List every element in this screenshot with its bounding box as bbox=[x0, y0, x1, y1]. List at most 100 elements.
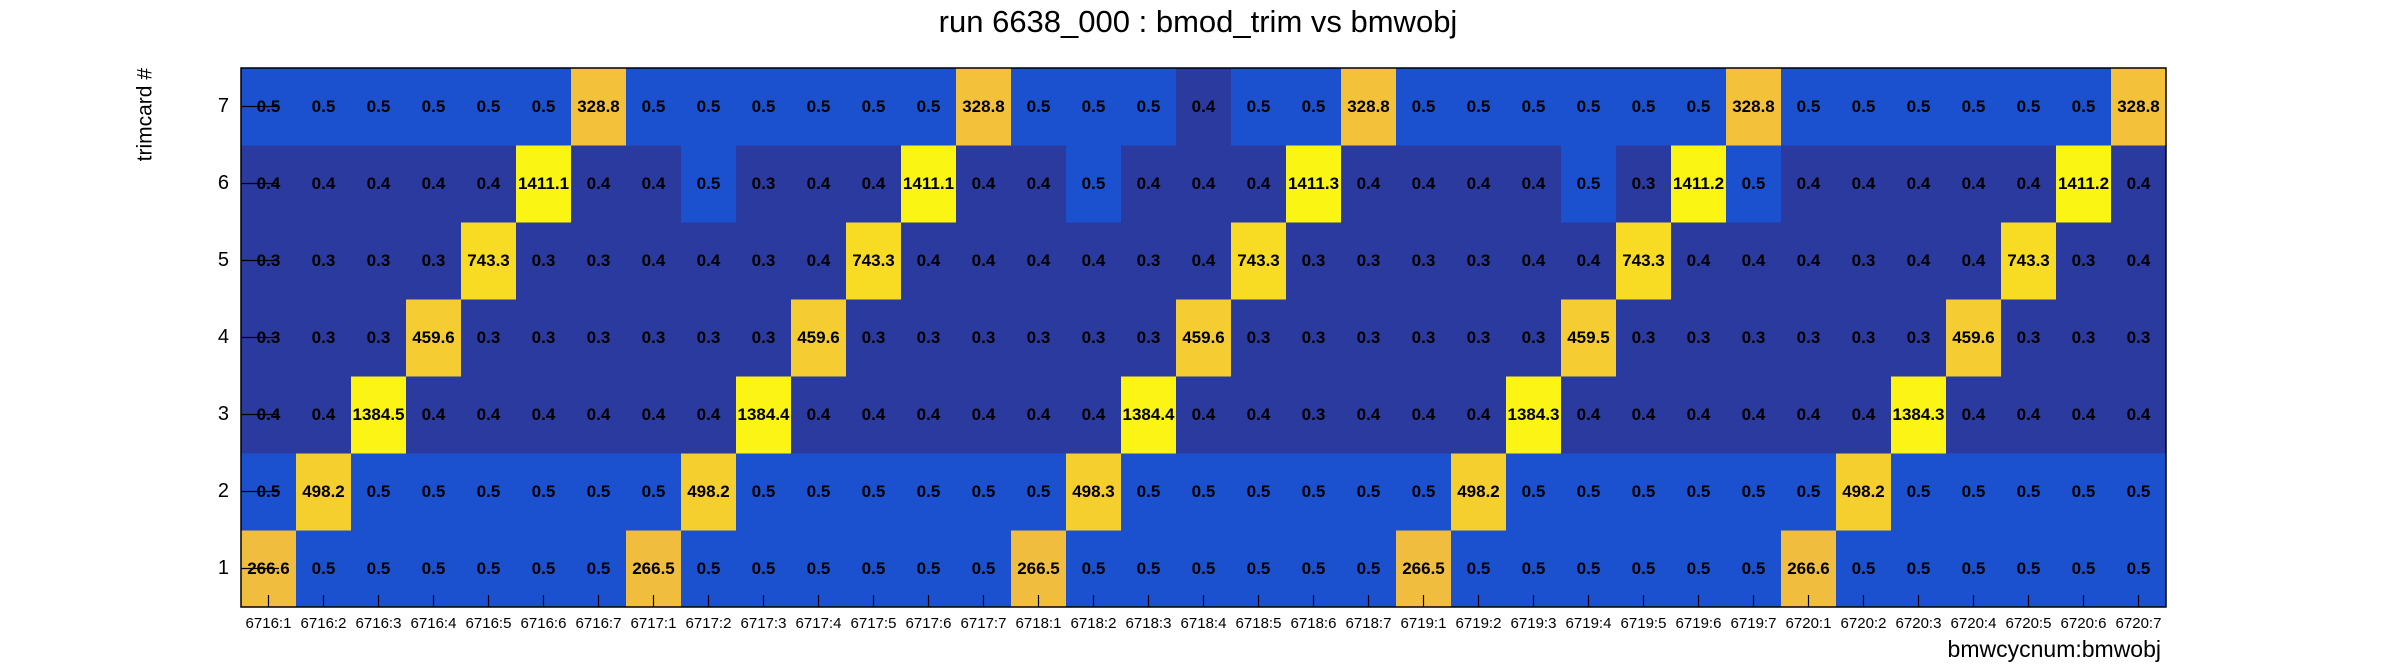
cell-label: 0.5 bbox=[1027, 97, 1051, 116]
cell bbox=[1396, 222, 1452, 300]
cell-label: 0.4 bbox=[422, 405, 446, 424]
cell bbox=[846, 68, 902, 146]
cell-label: 1384.5 bbox=[353, 405, 405, 424]
cell-label: 0.4 bbox=[1357, 174, 1381, 193]
cell bbox=[1946, 222, 2002, 300]
x-tick-label: 6720:2 bbox=[1841, 615, 1887, 632]
cell bbox=[791, 453, 847, 531]
cell bbox=[2001, 222, 2057, 300]
cell bbox=[461, 453, 517, 531]
cell-label: 328.8 bbox=[962, 97, 1005, 116]
x-tick-label: 6719:2 bbox=[1456, 615, 1502, 632]
cell-label: 0.4 bbox=[2127, 405, 2151, 424]
cell-label: 0.3 bbox=[917, 328, 941, 347]
cell bbox=[681, 68, 737, 146]
cell bbox=[1121, 68, 1177, 146]
cell bbox=[1891, 299, 1947, 377]
cell-label: 0.5 bbox=[1357, 482, 1381, 501]
cell-label: 0.4 bbox=[807, 405, 831, 424]
cell-label: 328.8 bbox=[2117, 97, 2160, 116]
cell-label: 0.4 bbox=[1357, 405, 1381, 424]
y-tick-label: 7 bbox=[218, 95, 229, 117]
cell-label: 0.5 bbox=[2017, 559, 2041, 578]
x-tick-label: 6717:1 bbox=[631, 615, 677, 632]
cell-label: 0.3 bbox=[1357, 251, 1381, 270]
cell-label: 0.5 bbox=[1687, 559, 1711, 578]
cell bbox=[1286, 68, 1342, 146]
cell-label: 0.5 bbox=[807, 482, 831, 501]
cell-label: 0.3 bbox=[1467, 251, 1491, 270]
cell-label: 0.5 bbox=[367, 482, 391, 501]
cell bbox=[406, 299, 462, 377]
cell bbox=[516, 222, 572, 300]
x-tick-label: 6718:3 bbox=[1126, 615, 1172, 632]
cell-label: 0.3 bbox=[1302, 405, 1326, 424]
cell bbox=[681, 222, 737, 300]
cell bbox=[1781, 376, 1837, 454]
cell-label: 0.5 bbox=[642, 97, 666, 116]
cell bbox=[2111, 376, 2167, 454]
cell bbox=[2056, 145, 2112, 223]
cell-label: 0.5 bbox=[2127, 482, 2151, 501]
cell bbox=[1451, 145, 1507, 223]
cell bbox=[736, 530, 792, 608]
cell-label: 0.5 bbox=[1632, 97, 1656, 116]
cell bbox=[626, 145, 682, 223]
cell bbox=[1726, 222, 1782, 300]
cell bbox=[1066, 222, 1122, 300]
cell bbox=[1396, 453, 1452, 531]
cell-label: 0.5 bbox=[1137, 559, 1161, 578]
cell-label: 0.5 bbox=[1852, 97, 1876, 116]
cell-label: 0.5 bbox=[477, 97, 501, 116]
cell bbox=[736, 376, 792, 454]
cell-label: 498.3 bbox=[1072, 482, 1115, 501]
cell bbox=[1671, 376, 1727, 454]
cell-label: 0.3 bbox=[1522, 328, 1546, 347]
cell-label: 0.3 bbox=[312, 251, 336, 270]
cell bbox=[956, 145, 1012, 223]
cell-label: 498.2 bbox=[687, 482, 730, 501]
cell-label: 0.5 bbox=[862, 482, 886, 501]
cell bbox=[1231, 299, 1287, 377]
x-tick-label: 6717:4 bbox=[796, 615, 842, 632]
cell bbox=[1451, 453, 1507, 531]
x-tick-label: 6720:7 bbox=[2116, 615, 2162, 632]
cell bbox=[846, 299, 902, 377]
cell bbox=[406, 68, 462, 146]
cell bbox=[901, 376, 957, 454]
chart-title: run 6638_000 : bmod_trim vs bmwobj bbox=[939, 4, 1458, 39]
x-tick-label: 6716:5 bbox=[466, 615, 512, 632]
x-tick-label: 6717:3 bbox=[741, 615, 787, 632]
cell bbox=[1561, 376, 1617, 454]
cell-label: 0.5 bbox=[642, 482, 666, 501]
cell-label: 0.5 bbox=[1797, 482, 1821, 501]
cell-label: 0.4 bbox=[807, 251, 831, 270]
cell-label: 0.3 bbox=[587, 251, 611, 270]
cell bbox=[1011, 68, 1067, 146]
cell bbox=[1561, 453, 1617, 531]
cell bbox=[791, 222, 847, 300]
x-tick-label: 6717:5 bbox=[851, 615, 897, 632]
cell-label: 0.4 bbox=[367, 174, 391, 193]
cell-label: 0.5 bbox=[752, 97, 776, 116]
cell bbox=[1451, 376, 1507, 454]
cell-label: 0.5 bbox=[1192, 482, 1216, 501]
cell bbox=[516, 299, 572, 377]
cell bbox=[846, 222, 902, 300]
cell bbox=[1231, 222, 1287, 300]
cell-label: 0.4 bbox=[2072, 405, 2096, 424]
cell-label: 0.5 bbox=[697, 97, 721, 116]
cell-label: 0.5 bbox=[972, 482, 996, 501]
cell bbox=[1836, 145, 1892, 223]
cell-label: 0.4 bbox=[1797, 251, 1821, 270]
cell bbox=[901, 145, 957, 223]
cell-label: 0.5 bbox=[1302, 559, 1326, 578]
overlay: 266.6 0.5 0.5 0.5 0.5 0.5 0.5 266.5 0.5 0.5 0.5 0.5… bbox=[218, 67, 2167, 632]
cell-label: 266.5 bbox=[632, 559, 675, 578]
cell-label: 0.5 bbox=[1412, 97, 1436, 116]
cell bbox=[461, 68, 517, 146]
cell bbox=[1836, 222, 1892, 300]
cell bbox=[1176, 530, 1232, 608]
cell bbox=[1396, 376, 1452, 454]
cell bbox=[1506, 453, 1562, 531]
